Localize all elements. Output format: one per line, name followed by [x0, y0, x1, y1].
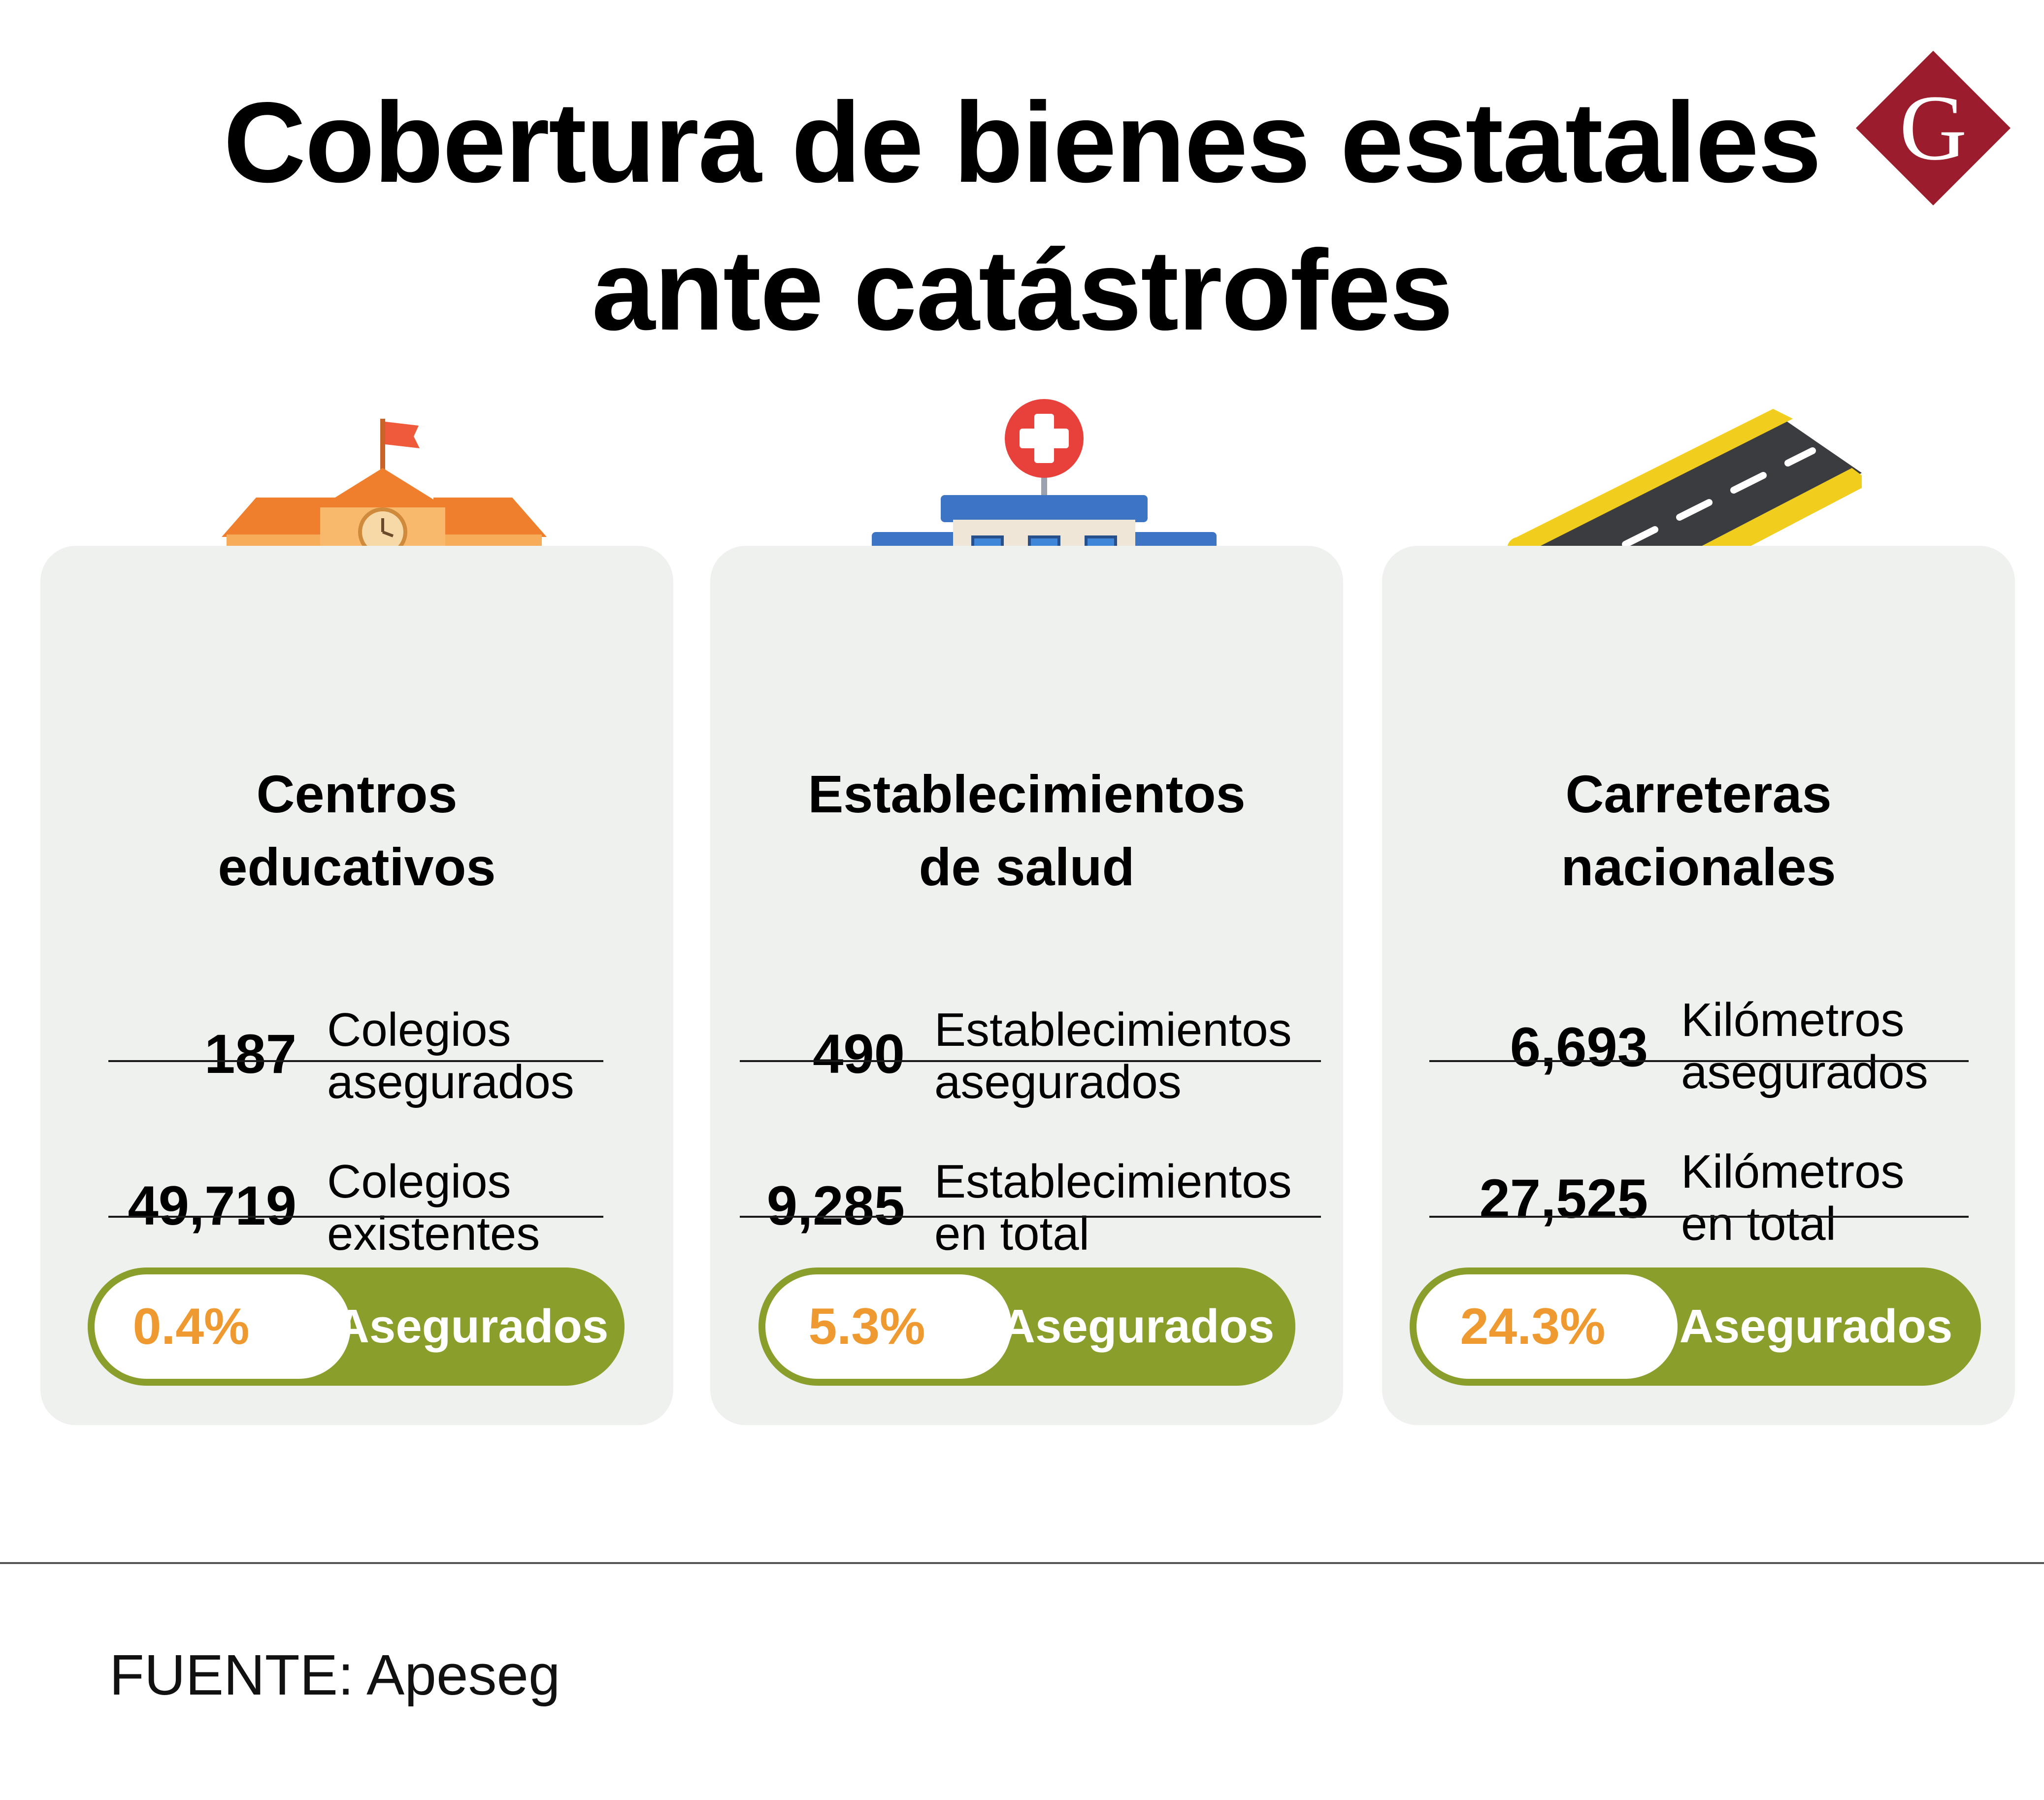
stat-label-line: en total [1681, 1198, 1836, 1250]
divider [1429, 1216, 1969, 1218]
card-title: Centros educativos [40, 758, 673, 903]
card-title: Establecimientos de salud [710, 758, 1343, 903]
stat-label: Colegios existentes [327, 1156, 540, 1260]
percent-value: 5.3% [808, 1298, 925, 1355]
stat-value: 27,525 [1479, 1168, 1648, 1230]
stat-value: 6,693 [1510, 1016, 1648, 1078]
divider [108, 1216, 603, 1218]
stat-label-line: Colegios [327, 1003, 511, 1056]
percent-pill: 5.3% Asegurados [758, 1267, 1295, 1386]
stat-label-line: asegurados [327, 1056, 574, 1108]
percent-pill: 0.4% Asegurados [88, 1267, 625, 1386]
stat-label-line: Kilómetros [1681, 1145, 1905, 1198]
percent-label: Asegurados [1001, 1300, 1275, 1353]
stat-insured: 490 Establecimientos asegurados [710, 980, 1343, 1128]
card-title: Carreteras nacionales [1382, 758, 2015, 903]
page-title: Cobertura de bienes estatales ante catás… [0, 69, 2044, 365]
stat-total: 9,285 Establecimientos en total [710, 1132, 1343, 1280]
percent-label: Asegurados [1679, 1300, 1953, 1353]
stat-label-line: asegurados [934, 1056, 1182, 1108]
divider [108, 1060, 603, 1062]
stat-value: 490 [813, 1023, 905, 1085]
percent-value: 24.3% [1460, 1298, 1606, 1355]
stat-label: Kilómetros en total [1681, 1146, 1904, 1250]
stat-value: 49,719 [128, 1175, 297, 1236]
card-carreteras-nacionales: Carreteras nacionales 6,693 Kilómetros a… [1382, 546, 2015, 1425]
card-title-line: educativos [218, 837, 496, 897]
stat-label: Colegios asegurados [327, 1004, 574, 1108]
stat-label-line: Colegios [327, 1155, 511, 1208]
stat-value: 187 [204, 1023, 297, 1085]
brand-logo-g-icon: G [1856, 51, 2011, 205]
divider [740, 1060, 1321, 1062]
card-title-line: nacionales [1561, 837, 1836, 897]
stat-insured: 6,693 Kilómetros asegurados [1382, 973, 2015, 1121]
divider [740, 1216, 1321, 1218]
card-title-line: Carreteras [1565, 764, 1832, 824]
stat-label-line: Establecimientos [934, 1155, 1292, 1208]
percent-value: 0.4% [132, 1298, 250, 1355]
footer-divider [0, 1562, 2044, 1564]
card-title-line: Centros [256, 764, 458, 824]
percent-label: Asegurados [335, 1300, 609, 1353]
logo-letter: G [1899, 76, 1967, 180]
stat-total: 49,719 Colegios existentes [40, 1132, 673, 1280]
stat-label: Establecimientos en total [934, 1156, 1292, 1260]
title-line-1: Cobertura de bienes estatales [223, 79, 1822, 206]
card-title-line: de salud [919, 837, 1135, 897]
source-note: FUENTE: Apeseg [109, 1643, 560, 1707]
stat-label: Establecimientos asegurados [934, 1004, 1292, 1108]
card-title-line: Establecimientos [808, 764, 1246, 824]
stat-label-line: Establecimientos [934, 1003, 1292, 1056]
stat-label-line: Kilómetros [1681, 994, 1905, 1046]
stat-label-line: asegurados [1681, 1046, 1928, 1099]
card-establecimientos-salud: Establecimientos de salud 490 Establecim… [710, 546, 1343, 1425]
percent-pill: 24.3% Asegurados [1410, 1267, 1981, 1386]
divider [1429, 1060, 1969, 1062]
card-centros-educativos: Centros educativos 187 Colegios asegurad… [40, 546, 673, 1425]
stat-total: 27,525 Kilómetros en total [1382, 1125, 2015, 1273]
stat-value: 9,285 [766, 1175, 905, 1236]
title-line-2: ante catástrofes [592, 227, 1453, 354]
stat-insured: 187 Colegios asegurados [40, 980, 673, 1128]
stat-label: Kilómetros asegurados [1681, 994, 1928, 1099]
